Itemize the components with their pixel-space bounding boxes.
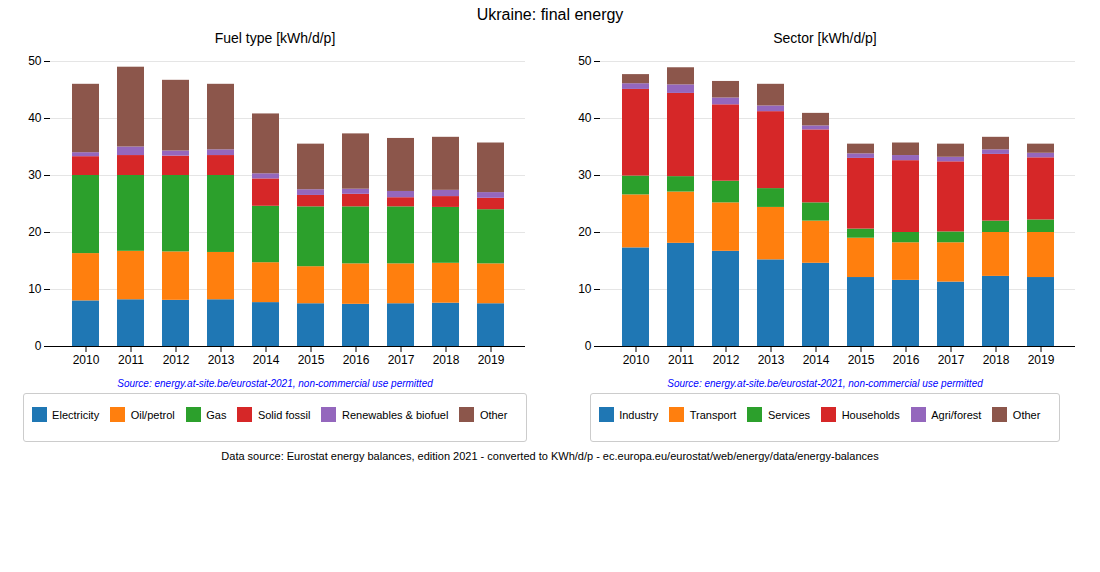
- svg-text:2018: 2018: [433, 353, 460, 367]
- svg-text:30: 30: [28, 168, 42, 182]
- svg-text:2014: 2014: [253, 353, 280, 367]
- svg-text:2016: 2016: [343, 353, 370, 367]
- html-text:Other: Other: [479, 408, 508, 421]
- html-text:Fuel type [kWh/d/p]: Fuel type [kWh/d/p]: [214, 30, 336, 46]
- svg-text:10: 10: [28, 282, 42, 296]
- html-text:Data source: Eurostat energy b: Data source: Eurostat energy balances, e…: [221, 449, 879, 462]
- svg-text:2011: 2011: [668, 353, 694, 367]
- html-text:Oil/petrol: Oil/petrol: [130, 408, 175, 421]
- html-text:Source: energy.at-site.be/euro: Source: energy.at-site.be/eurostat-2021,…: [667, 378, 983, 389]
- svg-text:2012: 2012: [163, 353, 190, 367]
- svg-text:2011: 2011: [118, 353, 144, 367]
- svg-text:2019: 2019: [478, 353, 505, 367]
- svg-text:0: 0: [35, 339, 42, 353]
- html-text:Industry: Industry: [619, 408, 659, 421]
- svg-text:50: 50: [28, 54, 42, 68]
- svg-text:2010: 2010: [73, 353, 100, 367]
- svg-text:2013: 2013: [208, 353, 235, 367]
- html-text:Ukraine: final energy: Ukraine: final energy: [476, 6, 624, 23]
- svg-text:40: 40: [28, 111, 42, 125]
- html-text:Renewables & biofuel: Renewables & biofuel: [342, 408, 449, 421]
- svg-text:2012: 2012: [713, 353, 740, 367]
- svg-text:2017: 2017: [938, 353, 965, 367]
- svg-text:2019: 2019: [1028, 353, 1055, 367]
- html-text:Transport: Transport: [689, 408, 737, 421]
- svg-text:2017: 2017: [388, 353, 415, 367]
- svg-text:2013: 2013: [758, 353, 785, 367]
- html-text:Electricity: Electricity: [52, 408, 100, 421]
- svg-text:2015: 2015: [848, 353, 875, 367]
- html-text:Gas: Gas: [206, 408, 227, 421]
- svg-text:2016: 2016: [893, 353, 920, 367]
- svg-text:2018: 2018: [983, 353, 1010, 367]
- svg-text:20: 20: [578, 225, 592, 239]
- svg-text:0: 0: [585, 339, 592, 353]
- svg-text:2010: 2010: [623, 353, 650, 367]
- html-text:Other: Other: [1012, 408, 1041, 421]
- html-text:Households: Households: [841, 408, 900, 421]
- svg-text:2014: 2014: [803, 353, 830, 367]
- html-text:Services: Services: [767, 408, 811, 421]
- svg-text:2015: 2015: [298, 353, 325, 367]
- html-text:Sector [kWh/d/p]: Sector [kWh/d/p]: [773, 30, 877, 46]
- svg-text:30: 30: [578, 168, 592, 182]
- svg-text:20: 20: [28, 225, 42, 239]
- html-text:Source: energy.at-site.be/euro: Source: energy.at-site.be/eurostat-2021,…: [117, 378, 433, 389]
- html-text:Solid fossil: Solid fossil: [257, 408, 311, 421]
- html-text:Agri/forest: Agri/forest: [931, 408, 982, 421]
- svg-text:10: 10: [578, 282, 592, 296]
- svg-text:50: 50: [578, 54, 592, 68]
- svg-text:40: 40: [578, 111, 592, 125]
